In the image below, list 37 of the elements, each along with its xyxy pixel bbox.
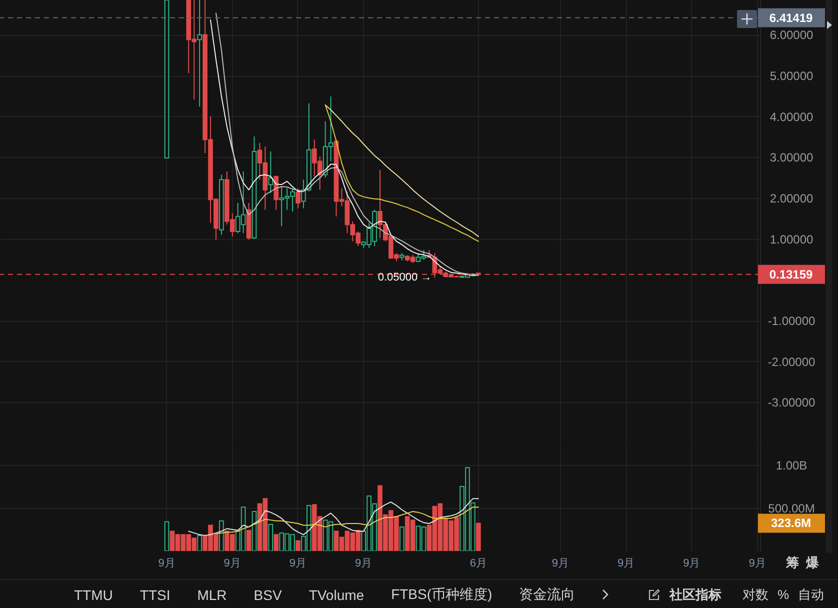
y-tick-label: -2.00000 <box>768 354 816 369</box>
x-tick-label: 9月 <box>289 558 307 570</box>
text: TVolume <box>308 586 364 602</box>
text: 资金流向 <box>519 586 576 604</box>
text: FTBS(币种维度) <box>391 586 492 604</box>
y-tick-label: 4.00000 <box>770 110 814 124</box>
ref-line-label: 0.13159 <box>769 267 814 282</box>
y-tick-label: 6.00000 <box>770 28 814 42</box>
text: 爆 <box>806 554 819 572</box>
x-tick-label: 9月 <box>355 558 372 570</box>
y-tick-label: -1.00000 <box>768 314 816 328</box>
x-tick-label: 9月 <box>617 558 635 570</box>
y-tick-label: 5.00000 <box>770 69 814 84</box>
y-tick-label: -3.00000 <box>768 396 816 410</box>
x-tick-label: 6月 <box>470 558 487 570</box>
text: 自动 <box>798 586 824 604</box>
text: MLR <box>197 586 227 602</box>
x-tick-label: 9月 <box>552 558 569 570</box>
y-tick-label: 3.00000 <box>770 150 814 165</box>
text: 社区指标 <box>669 586 722 604</box>
text: 筹 <box>786 554 799 572</box>
text: 对数 <box>742 586 768 604</box>
text: 323.6M <box>770 516 812 530</box>
ref-line-label: 6.41419 <box>769 10 814 25</box>
text: BSV <box>254 586 282 602</box>
text: TTMU <box>74 586 113 602</box>
y-tick-label: 2.00000 <box>770 192 814 206</box>
annotation: 0.05000 → <box>378 272 432 284</box>
y-tick-label: 500.00M <box>768 502 815 516</box>
x-tick-label: 9月 <box>748 558 766 570</box>
x-tick-label: 9月 <box>224 558 241 570</box>
y-tick-label: 1.00B <box>776 458 808 473</box>
text: TTSI <box>140 586 170 602</box>
text: % <box>777 587 789 602</box>
x-tick-label: 9月 <box>683 558 700 570</box>
x-tick-label: 9月 <box>158 558 176 570</box>
y-tick-label: 1.00000 <box>770 232 814 246</box>
